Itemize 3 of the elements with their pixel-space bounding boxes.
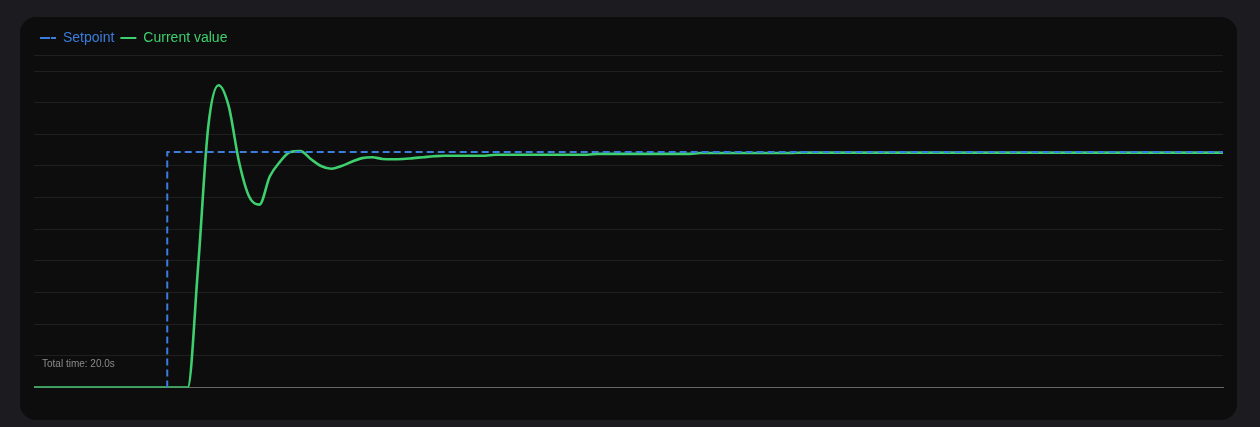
legend-label: Setpoint [63,28,115,45]
annotation: Total time: 20.0s [42,358,115,370]
legend-label: Current value [143,28,228,45]
